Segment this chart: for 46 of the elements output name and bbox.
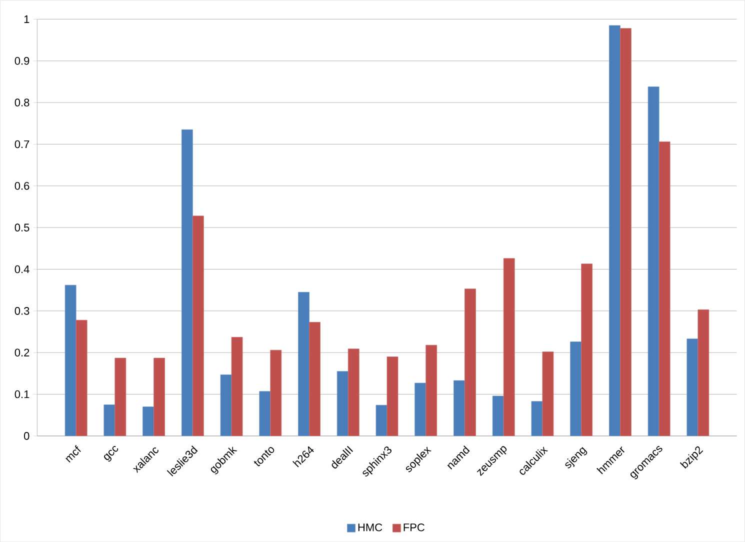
bar — [414, 382, 426, 436]
y-tick-label: 1 — [24, 15, 30, 23]
x-tick-label: gcc — [104, 446, 118, 462]
y-tick-label: 0.9 — [14, 56, 30, 65]
y-tick-label: 0.8 — [14, 98, 30, 106]
y-tick-label: 0.7 — [14, 140, 30, 148]
bar — [114, 358, 126, 436]
x-tick-label: mcf — [66, 444, 81, 462]
bar — [609, 25, 620, 436]
y-tick-label: 0.5 — [14, 224, 30, 232]
y-tick-label: 0.1 — [14, 390, 30, 398]
bar — [64, 284, 76, 436]
bar — [620, 28, 632, 436]
bar — [192, 216, 204, 436]
bar — [348, 348, 360, 436]
bar — [259, 391, 271, 436]
bar — [76, 320, 88, 436]
legend-label: FPC — [404, 523, 424, 532]
bar — [686, 338, 698, 436]
bar — [386, 356, 398, 436]
bar — [503, 258, 515, 436]
bar — [454, 380, 465, 436]
y-tick-label: 0 — [24, 432, 30, 440]
y-tick-label: 0.4 — [14, 265, 30, 274]
bar — [464, 288, 476, 436]
bar — [426, 344, 438, 436]
bar — [542, 352, 554, 436]
bar — [492, 396, 504, 436]
y-tick-label: 0.6 — [14, 182, 30, 190]
y-tick-label: 0.2 — [14, 348, 30, 356]
bar — [698, 309, 710, 436]
bar — [336, 371, 348, 436]
bar — [181, 129, 193, 436]
bar — [154, 358, 165, 436]
bar — [298, 292, 310, 436]
bar — [270, 350, 282, 436]
bar — [231, 336, 243, 436]
bar — [570, 342, 582, 436]
bar — [142, 406, 154, 436]
bar — [309, 322, 320, 436]
legend-label: HMC — [358, 523, 382, 532]
y-tick-label: 0.3 — [14, 306, 30, 315]
bar — [658, 141, 670, 436]
bar — [220, 374, 232, 436]
bar — [581, 264, 593, 436]
bar — [648, 86, 660, 436]
